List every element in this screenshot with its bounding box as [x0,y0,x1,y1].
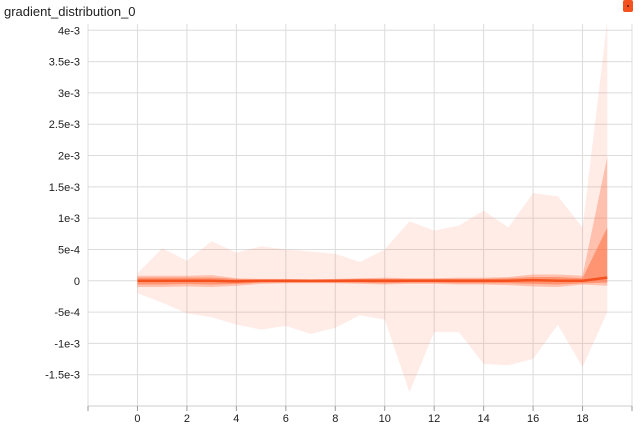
y-tick-label-11: -1.5e-3 [45,370,80,382]
y-tick-label-10: -1e-3 [54,338,80,350]
median-layer [137,276,608,283]
expand-icon [627,5,629,7]
median-line [137,276,608,283]
y-tick-label-3: 2.5e-3 [49,119,80,131]
distribution-bands [137,20,608,393]
x-tick-label-0: 0 [134,413,140,425]
x-tick-label-4: 8 [332,413,338,425]
x-tick-label-1: 2 [184,413,190,425]
y-tick-label-8: 0 [74,276,80,288]
y-tick-label-7: 5e-4 [58,244,80,256]
x-axis-ticks: 0 2 4 6 8 10 12 14 16 18 [87,406,633,425]
y-axis-ticks: 4e-3 3.5e-3 3e-3 2.5e-3 2e-3 1.5e-3 1e-3 5e-4 0 -… [45,25,80,381]
x-tick-label-2: 4 [233,413,239,425]
x-tick-label-3: 6 [283,413,289,425]
y-tick-label-6: 1e-3 [58,213,80,225]
y-tick-label-4: 2e-3 [58,151,80,163]
x-tick-label-5: 10 [379,413,391,425]
band-inner [137,227,608,285]
y-tick-label-2: 3e-3 [58,88,80,100]
y-tick-label-0: 4e-3 [58,25,80,37]
chart-title: gradient_distribution_0 [4,4,136,19]
y-tick-label-5: 1.5e-3 [49,182,80,194]
x-tick-label-9: 18 [576,413,588,425]
band-max-min [137,20,608,393]
expand-button[interactable] [623,0,633,12]
x-tick-label-8: 16 [527,413,539,425]
y-tick-label-9: -5e-4 [54,307,80,319]
x-tick-label-7: 14 [478,413,490,425]
y-tick-label-1: 3.5e-3 [49,57,80,69]
x-tick-label-6: 12 [428,413,440,425]
